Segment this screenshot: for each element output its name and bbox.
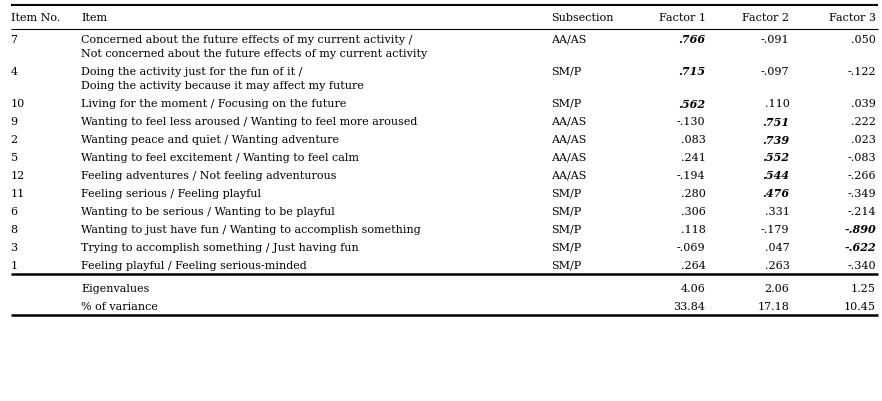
Text: .039: .039 — [851, 99, 876, 109]
Text: Wanting to feel excitement / Wanting to feel calm: Wanting to feel excitement / Wanting to … — [81, 153, 359, 162]
Text: -.349: -.349 — [848, 188, 876, 198]
Text: .023: .023 — [851, 135, 876, 145]
Text: -.179: -.179 — [761, 225, 789, 235]
Text: 10: 10 — [11, 99, 25, 109]
Text: .766: .766 — [678, 34, 706, 45]
Text: Wanting to just have fun / Wanting to accomplish something: Wanting to just have fun / Wanting to ac… — [81, 225, 421, 235]
Text: .562: .562 — [678, 98, 706, 109]
Text: .263: .263 — [765, 260, 789, 270]
Text: Feeling serious / Feeling playful: Feeling serious / Feeling playful — [81, 188, 261, 198]
Text: SM/P: SM/P — [551, 188, 581, 198]
Text: 17.18: 17.18 — [758, 301, 789, 311]
Text: 8: 8 — [11, 225, 18, 235]
Text: 10.45: 10.45 — [844, 301, 876, 311]
Text: .050: .050 — [851, 35, 876, 45]
Text: % of variance: % of variance — [81, 301, 158, 311]
Text: 2: 2 — [11, 135, 18, 145]
Text: .280: .280 — [681, 188, 706, 198]
Text: .306: .306 — [681, 207, 706, 217]
Text: .241: .241 — [681, 153, 706, 162]
Text: -.091: -.091 — [761, 35, 789, 45]
Text: Wanting to feel less aroused / Wanting to feel more aroused: Wanting to feel less aroused / Wanting t… — [81, 117, 417, 127]
Text: AA/AS: AA/AS — [551, 135, 587, 145]
Text: Doing the activity just for the fun of it /: Doing the activity just for the fun of i… — [81, 67, 303, 77]
Text: .751: .751 — [762, 116, 789, 127]
Text: Trying to accomplish something / Just having fun: Trying to accomplish something / Just ha… — [81, 242, 359, 252]
Text: .715: .715 — [678, 66, 706, 77]
Text: 11: 11 — [11, 188, 25, 198]
Text: Wanting to be serious / Wanting to be playful: Wanting to be serious / Wanting to be pl… — [81, 207, 335, 217]
Text: 3: 3 — [11, 242, 18, 252]
Text: Living for the moment / Focusing on the future: Living for the moment / Focusing on the … — [81, 99, 347, 109]
Text: 1.25: 1.25 — [851, 283, 876, 293]
Text: 33.84: 33.84 — [674, 301, 706, 311]
Text: .047: .047 — [765, 242, 789, 252]
Text: Concerned about the future effects of my current activity /: Concerned about the future effects of my… — [81, 35, 413, 45]
Text: -.097: -.097 — [761, 67, 789, 77]
Text: Feeling adventures / Not feeling adventurous: Feeling adventures / Not feeling adventu… — [81, 170, 337, 180]
Text: .083: .083 — [681, 135, 706, 145]
Text: -.340: -.340 — [848, 260, 876, 270]
Text: 4: 4 — [11, 67, 18, 77]
Text: -.214: -.214 — [848, 207, 876, 217]
Text: Feeling playful / Feeling serious-minded: Feeling playful / Feeling serious-minded — [81, 260, 307, 270]
Text: SM/P: SM/P — [551, 260, 581, 270]
Text: 9: 9 — [11, 117, 18, 127]
Text: .331: .331 — [765, 207, 789, 217]
Text: .264: .264 — [681, 260, 706, 270]
Text: AA/AS: AA/AS — [551, 117, 587, 127]
Text: AA/AS: AA/AS — [551, 35, 587, 45]
Text: .222: .222 — [851, 117, 876, 127]
Text: SM/P: SM/P — [551, 207, 581, 217]
Text: AA/AS: AA/AS — [551, 153, 587, 162]
Text: 4.06: 4.06 — [681, 283, 706, 293]
Text: -.130: -.130 — [677, 117, 706, 127]
Text: .476: .476 — [762, 188, 789, 199]
Text: .118: .118 — [681, 225, 706, 235]
Text: SM/P: SM/P — [551, 99, 581, 109]
Text: Eigenvalues: Eigenvalues — [81, 283, 150, 293]
Text: SM/P: SM/P — [551, 242, 581, 252]
Text: -.122: -.122 — [848, 67, 876, 77]
Text: .110: .110 — [765, 99, 789, 109]
Text: .544: .544 — [762, 170, 789, 181]
Text: Factor 1: Factor 1 — [659, 13, 706, 23]
Text: Factor 2: Factor 2 — [743, 13, 789, 23]
Text: -.622: -.622 — [844, 242, 876, 253]
Text: .739: .739 — [762, 134, 789, 145]
Text: 5: 5 — [11, 153, 18, 162]
Text: -.266: -.266 — [848, 170, 876, 180]
Text: -.069: -.069 — [677, 242, 706, 252]
Text: 12: 12 — [11, 170, 25, 180]
Text: SM/P: SM/P — [551, 225, 581, 235]
Text: Factor 3: Factor 3 — [829, 13, 876, 23]
Text: 2.06: 2.06 — [765, 283, 789, 293]
Text: -.194: -.194 — [677, 170, 706, 180]
Text: SM/P: SM/P — [551, 67, 581, 77]
Text: .552: .552 — [762, 152, 789, 163]
Text: -.083: -.083 — [848, 153, 876, 162]
Text: Not concerned about the future effects of my current activity: Not concerned about the future effects o… — [81, 49, 428, 59]
Text: Wanting peace and quiet / Wanting adventure: Wanting peace and quiet / Wanting advent… — [81, 135, 340, 145]
Text: Doing the activity because it may affect my future: Doing the activity because it may affect… — [81, 81, 364, 91]
Text: AA/AS: AA/AS — [551, 170, 587, 180]
Text: Item: Item — [81, 13, 108, 23]
Text: 1: 1 — [11, 260, 18, 270]
Text: -.890: -.890 — [844, 224, 876, 235]
Text: 7: 7 — [11, 35, 18, 45]
Text: Subsection: Subsection — [551, 13, 614, 23]
Text: Item No.: Item No. — [11, 13, 60, 23]
Text: 6: 6 — [11, 207, 18, 217]
